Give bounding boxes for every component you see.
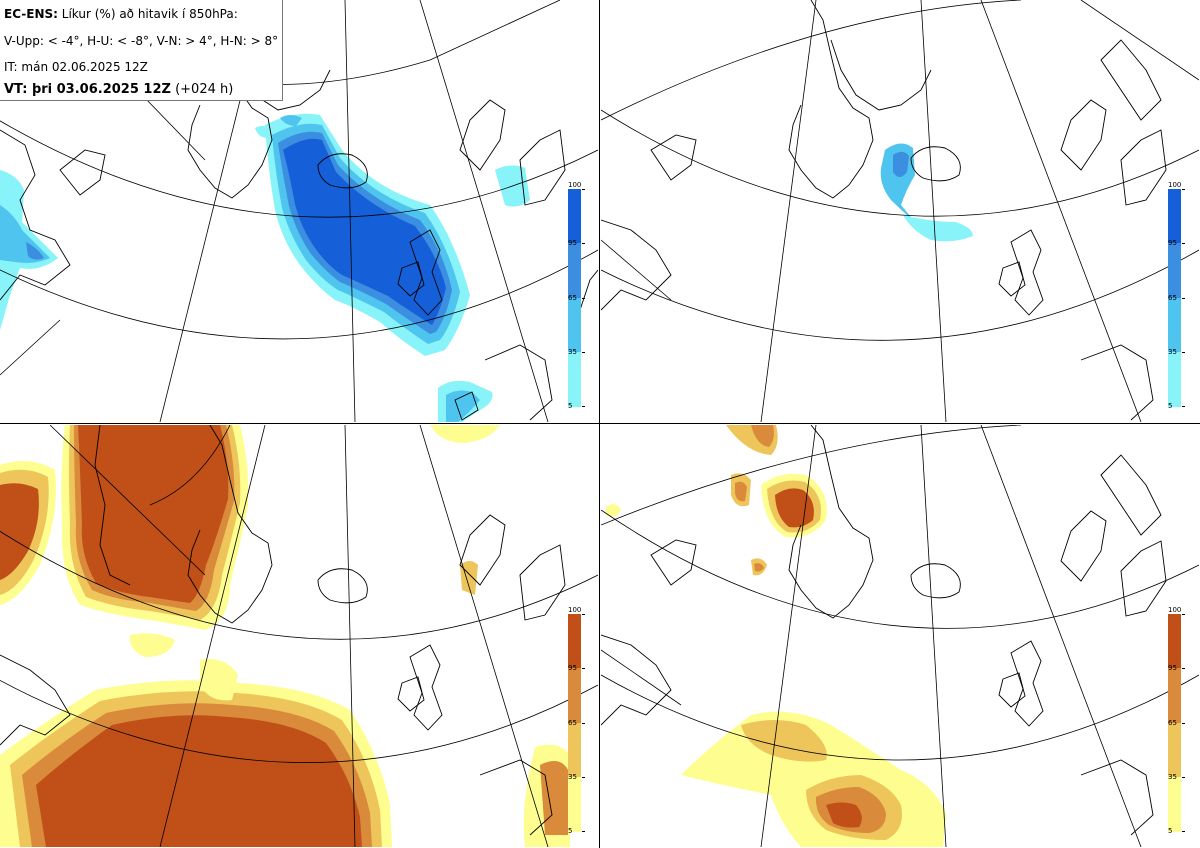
colorbar-band: [568, 723, 581, 777]
colorbar-label: 5: [568, 402, 573, 410]
colorbar-band: [1168, 668, 1181, 723]
map-info-box: EC-ENS: Líkur (%) að hitavik í 850hPa: V…: [0, 0, 283, 101]
colorbar-label: 100: [568, 606, 582, 614]
probability-field: [606, 425, 946, 847]
colorbar-warm: 100 95 65 35 5: [568, 606, 585, 835]
colorbar-label: 100: [568, 181, 582, 189]
map-panel-warm-8: 100 95 65 35 5: [601, 425, 1199, 847]
map-panel-warm-4: 100 95 65 35 5: [0, 425, 598, 847]
colorbar-band: [568, 668, 581, 723]
colorbar-label: 35: [1168, 348, 1177, 356]
colorbar-band: [1168, 243, 1181, 298]
colorbar-label: 35: [1168, 773, 1177, 781]
panel-divider-vertical: [599, 0, 600, 848]
colorbar-cold: 100 95 65 35 5: [568, 181, 585, 410]
colorbar-label: 65: [1168, 719, 1177, 727]
colorbar-band: [568, 298, 581, 352]
map-canvas: [0, 0, 598, 422]
graticule: [601, 425, 1199, 847]
valid-time: VT: þri 03.06.2025 12Z: [4, 82, 171, 97]
map-canvas: [601, 0, 1199, 422]
probability-field: [880, 143, 973, 242]
product-title: Líkur (%) að hitavik í 850hPa:: [61, 7, 238, 21]
colorbar-warm: 100 95 65 35 5: [1168, 606, 1185, 835]
coastlines: [601, 0, 1167, 421]
probability-field: [0, 113, 530, 422]
colorbar-cold: 100 95 65 35 5: [1168, 181, 1185, 410]
colorbar-band: [1168, 298, 1181, 352]
colorbar-band: [1168, 723, 1181, 777]
panel-divider-horizontal: [0, 423, 1200, 424]
init-time: IT: mán 02.06.2025 12Z: [4, 60, 148, 74]
coastlines: [601, 425, 1167, 836]
colorbar-band: [568, 614, 581, 668]
map-canvas: [0, 425, 598, 847]
map-canvas: [601, 425, 1199, 847]
colorbar-band: [1168, 352, 1181, 407]
colorbar-label: 35: [568, 348, 577, 356]
graticule: [0, 425, 598, 847]
colorbar-band: [568, 352, 581, 407]
threshold-classes: V-Upp: < -4°, H-U: < -8°, V-N: > 4°, H-N…: [4, 34, 279, 48]
colorbar-label: 5: [1168, 827, 1173, 835]
colorbar-band: [568, 243, 581, 298]
colorbar-label: 5: [1168, 402, 1173, 410]
colorbar-band: [1168, 614, 1181, 668]
colorbar-label: 95: [1168, 664, 1177, 672]
map-panel-cold-8: 100 95 65 35 5: [601, 0, 1199, 422]
colorbar-label: 95: [568, 664, 577, 672]
colorbar-label: 65: [568, 294, 577, 302]
graticule: [601, 0, 1199, 422]
lead-time: (+024 h): [175, 82, 234, 97]
colorbar-label: 65: [568, 719, 577, 727]
colorbar-label: 100: [1168, 606, 1182, 614]
colorbar-band: [568, 777, 581, 832]
colorbar-label: 95: [568, 239, 577, 247]
probability-field: [0, 425, 570, 847]
colorbar-label: 5: [568, 827, 573, 835]
colorbar-label: 65: [1168, 294, 1177, 302]
map-panel-cold-4: EC-ENS: Líkur (%) að hitavik í 850hPa: V…: [0, 0, 598, 422]
colorbar-band: [1168, 189, 1181, 243]
colorbar-label: 95: [1168, 239, 1177, 247]
product-label: EC-ENS:: [4, 7, 58, 21]
colorbar-band: [1168, 777, 1181, 832]
colorbar-label: 100: [1168, 181, 1182, 189]
colorbar-label: 35: [568, 773, 577, 781]
coastlines: [0, 0, 598, 421]
colorbar-band: [568, 189, 581, 243]
coastlines: [0, 425, 566, 836]
